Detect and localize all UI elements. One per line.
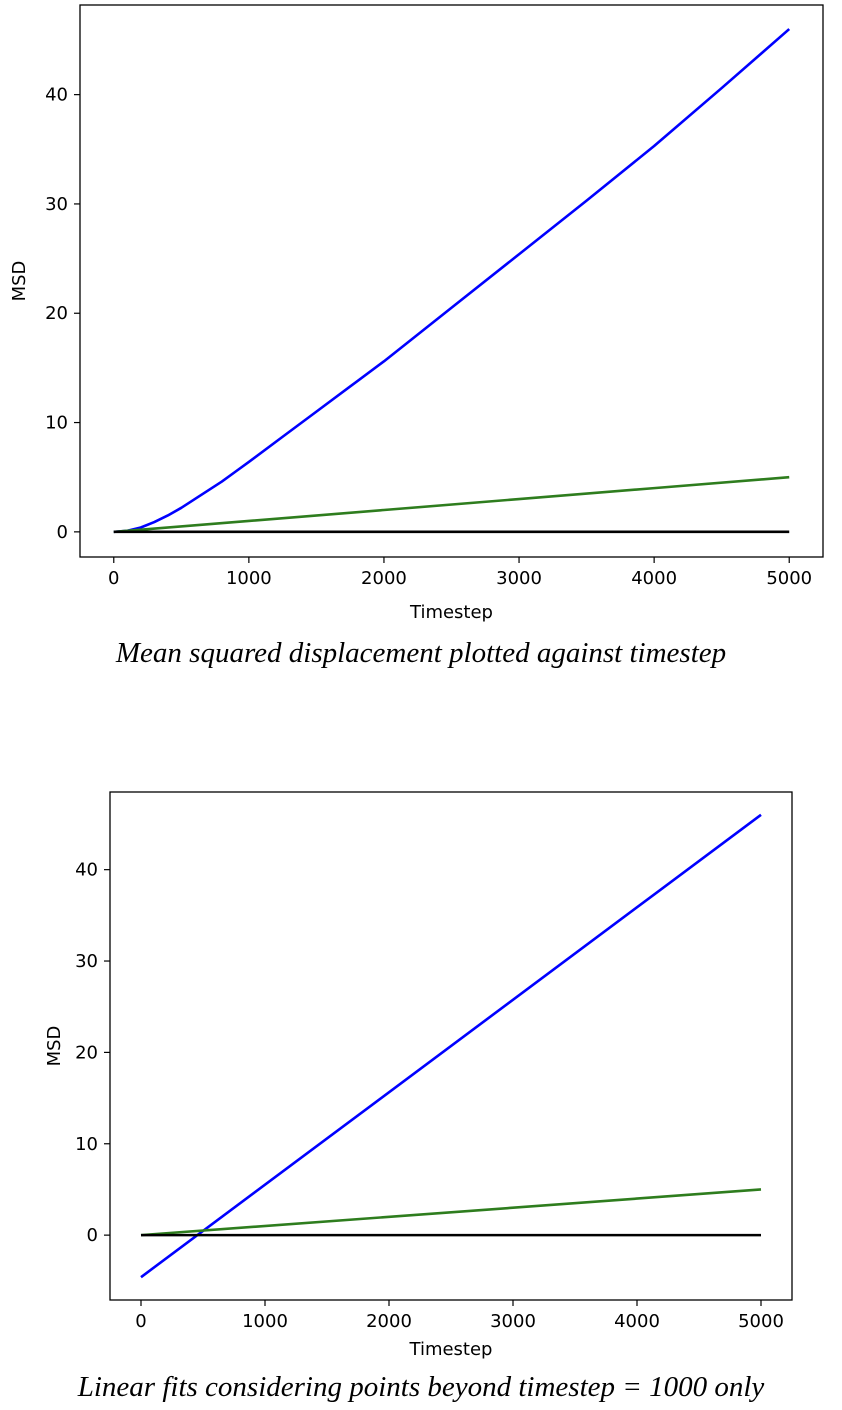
chart-1-plot-frame (79, 4, 824, 558)
chart-2-x-tick-label: 5000 (738, 1311, 784, 1332)
linear-fit-chart: 0 1000 2000 3000 4000 5000 0 10 20 30 40 Timestep MS… (44, 791, 793, 1360)
chart-2-x-tick-label: 4000 (614, 1311, 660, 1332)
chart-1-y-tick-label: 40 (45, 85, 68, 106)
chart-2-x-tick-label: 1000 (242, 1311, 288, 1332)
figure-caption-2: Linear fits considering points beyond ti… (77, 1371, 765, 1403)
chart-1-series-2-line (113, 475, 790, 534)
chart-1-x-tick-label: 3000 (496, 568, 542, 589)
chart-2-x-tick-label: 2000 (366, 1311, 412, 1332)
chart-2-y-tick-label: 30 (75, 951, 98, 972)
chart-1-x-tick-label: 1000 (226, 568, 272, 589)
chart-2-y-tick-label: 10 (75, 1134, 98, 1155)
chart-2-y-tick-label: 40 (75, 860, 98, 881)
chart-1-y-tick-label: 10 (45, 413, 68, 434)
chart-1-y-tick-label: 30 (45, 194, 68, 215)
chart-1-y-axis-label: MSD (9, 261, 30, 302)
chart-2-y-tick-label: 0 (87, 1225, 98, 1246)
chart-1-x-tick-label: 2000 (361, 568, 407, 589)
chart-2-y-tick-label: 20 (75, 1042, 98, 1063)
chart-1-x-tick-label: 5000 (766, 568, 812, 589)
chart-1-series-1-line (113, 28, 791, 534)
msd-chart: 0 1000 2000 3000 4000 5000 0 10 20 30 40 Timestep MS… (9, 4, 824, 623)
chart-2-series-2-line (140, 1188, 762, 1237)
chart-2-x-tick-label: 3000 (490, 1311, 536, 1332)
chart-2-x-tick-label: 0 (135, 1311, 146, 1332)
chart-1-x-tick-label: 4000 (631, 568, 677, 589)
chart-2-y-axis-label: MSD (44, 1026, 65, 1067)
chart-1-x-axis-label: Timestep (409, 602, 493, 623)
chart-2-series-1-line (140, 813, 762, 1279)
chart-1-y-tick-label: 20 (45, 303, 68, 324)
chart-2-plot-frame (109, 791, 793, 1301)
chart-1-y-tick-label: 0 (57, 522, 68, 543)
chart-1-x-tick-label: 0 (108, 568, 119, 589)
figure-caption-1: Mean squared displacement plotted agains… (115, 637, 727, 669)
chart-2-x-axis-label: Timestep (409, 1339, 493, 1360)
